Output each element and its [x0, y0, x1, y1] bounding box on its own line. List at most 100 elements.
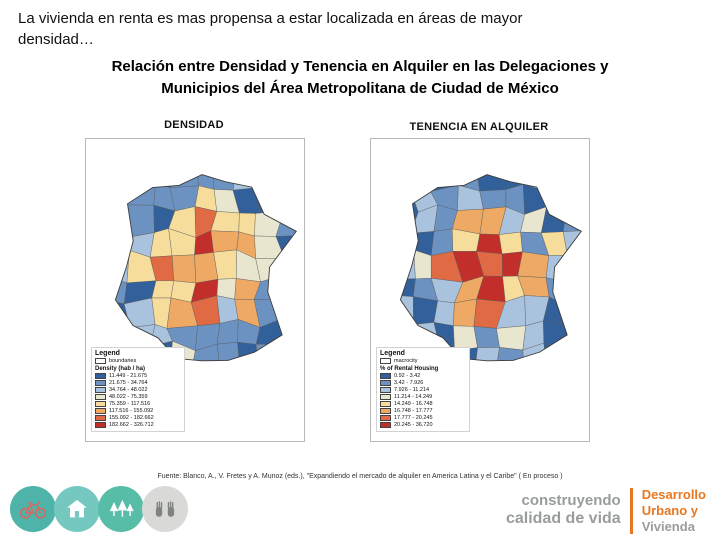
- legend-color-swatch: [95, 422, 106, 428]
- district-cell: [560, 302, 582, 325]
- metro-boundary: [399, 174, 582, 362]
- district-cell: [154, 174, 176, 188]
- boundary-swatch: [95, 358, 106, 364]
- legend-class-label: 11.449 - 21.675: [109, 373, 148, 379]
- district-cell: [400, 295, 414, 327]
- org-logo: construyendo calidad de vida Desarrollo …: [506, 487, 706, 535]
- district-cell: [86, 253, 108, 276]
- district-cell: [390, 141, 419, 167]
- district-cell: [540, 412, 569, 437]
- district-cell: [474, 387, 504, 417]
- district-cell: [255, 187, 285, 214]
- district-cell: [196, 414, 214, 437]
- district-cell: [236, 365, 259, 391]
- house-glyph: [67, 499, 87, 518]
- legend-class-row: 14.249 - 16.748: [380, 401, 466, 407]
- district-cell: [212, 141, 238, 160]
- district-cell: [371, 295, 395, 326]
- legend-color-swatch: [380, 394, 391, 400]
- district-cell: [545, 387, 566, 415]
- district-cell: [413, 141, 438, 168]
- legend-class-row: 3.42 - 7.926: [380, 380, 466, 386]
- district-cell: [280, 251, 297, 281]
- district-cell: [410, 174, 438, 192]
- legend-class-row: 182.662 - 326.712: [95, 422, 181, 428]
- district-cell: [86, 189, 109, 211]
- district-cell: [496, 372, 525, 393]
- hands-icon: [142, 486, 188, 532]
- district-cell: [259, 174, 281, 191]
- choropleth-map-densidad: [86, 141, 297, 437]
- legend-boundary-row: boundaries: [95, 358, 181, 364]
- district-cell: [210, 230, 240, 253]
- district-cell: [542, 174, 569, 191]
- district-cell: [564, 190, 582, 207]
- legend-class-row: 11.214 - 14.249: [380, 394, 466, 400]
- district-cell: [400, 174, 419, 192]
- district-cell: [371, 257, 392, 278]
- district-cell: [254, 370, 280, 393]
- district-cell: [213, 249, 238, 280]
- district-cell: [566, 412, 587, 437]
- intro-text: La vivienda en renta es mas propensa a e…: [18, 10, 523, 48]
- map-panel-tenencia: Legend macrocity % of Rental Housing 0.92 -…: [370, 138, 590, 442]
- legend-color-swatch: [380, 408, 391, 414]
- legend-class-label: 117.516 - 155.092: [109, 408, 154, 414]
- district-cell: [220, 365, 240, 391]
- district-cell: [86, 165, 106, 190]
- legend-color-swatch: [95, 380, 106, 386]
- legend-class-label: 17.777 - 20.245: [394, 415, 433, 421]
- legend-class-label: 11.214 - 14.249: [394, 394, 433, 400]
- legend-color-swatch: [380, 401, 391, 407]
- district-cell: [520, 141, 548, 169]
- legend-class-label: 48.022 - 75.359: [109, 394, 148, 400]
- legend-color-swatch: [95, 387, 106, 393]
- district-cell: [86, 228, 108, 253]
- district-cell: [193, 144, 215, 160]
- district-cell: [400, 210, 419, 237]
- district-cell: [372, 187, 397, 213]
- district-cell: [560, 319, 582, 352]
- logo-divider: [629, 487, 633, 534]
- legend-class-label: 7.926 - 11.214: [394, 387, 430, 393]
- legend-class-row: 75.359 - 117.516: [95, 401, 181, 407]
- legend-class-row: 155.092 - 182.662: [95, 415, 181, 421]
- district-cell: [86, 296, 111, 324]
- district-cell: [254, 141, 277, 160]
- parks-icon: [98, 486, 144, 532]
- footer-icon-row: [10, 486, 189, 532]
- district-cell: [518, 387, 549, 415]
- district-cell: [545, 365, 570, 389]
- district-cell: [191, 388, 220, 417]
- district-cell: [115, 228, 130, 253]
- logo-wordmark: construyendo calidad de vida: [506, 493, 621, 528]
- legend-color-swatch: [95, 408, 106, 414]
- district-cell: [400, 278, 416, 297]
- legend-class-label: 3.42 - 7.926: [394, 380, 424, 386]
- district-cell: [436, 141, 455, 168]
- legend-class-row: 0.92 - 3.42: [380, 373, 466, 379]
- district-cell: [86, 208, 109, 231]
- district-cell: [171, 254, 197, 284]
- district-cell: [496, 325, 527, 351]
- district-cell: [281, 296, 297, 325]
- district-cell: [115, 186, 127, 212]
- logo-line-desarrollo: Desarrollo: [641, 487, 706, 502]
- legend-color-swatch: [380, 373, 391, 379]
- district-cell: [542, 189, 568, 207]
- legend-subtitle: Density (hab / ha): [95, 366, 146, 372]
- legend-class-row: 17.777 - 20.245: [380, 415, 466, 421]
- district-cell: [540, 141, 569, 165]
- legend-color-swatch: [380, 422, 391, 428]
- legend-class-label: 182.662 - 326.712: [109, 422, 154, 428]
- district-cell: [281, 318, 297, 346]
- district-cell: [567, 255, 582, 284]
- legend-title: Legend: [95, 350, 120, 357]
- boundary-label: macrocity: [394, 358, 418, 364]
- legend-color-swatch: [380, 387, 391, 393]
- district-cell: [413, 296, 438, 325]
- legend-class-row: 117.516 - 155.092: [95, 408, 181, 414]
- district-cell: [255, 258, 286, 283]
- district-cell: [400, 233, 414, 258]
- legend-class-label: 0.92 - 3.42: [394, 373, 421, 379]
